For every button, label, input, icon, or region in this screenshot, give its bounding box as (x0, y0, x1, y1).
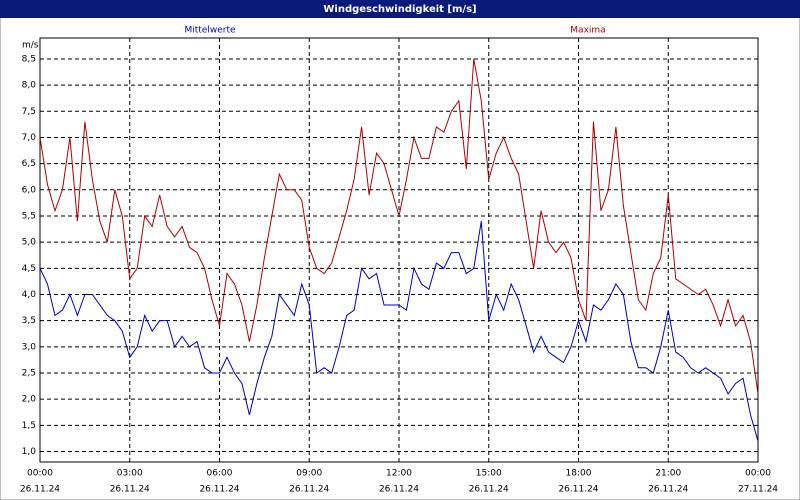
y-tick-label: 4,0 (22, 290, 37, 300)
x-tick-date: 26.11.24 (110, 485, 150, 495)
series-line (39, 58, 759, 395)
y-tick-label: 3,0 (22, 342, 37, 352)
y-tick-label: 6,0 (22, 185, 37, 195)
y-tick-label: 8,0 (22, 81, 37, 91)
series-line (39, 221, 759, 442)
y-tick-label: 2,5 (22, 369, 36, 379)
title-bar (0, 0, 800, 18)
x-tick-label: 12:00 (386, 469, 412, 479)
y-tick-label: 1,0 (22, 447, 37, 457)
y-tick-label: 1,5 (22, 421, 36, 431)
y-tick-label: 8,5 (22, 54, 36, 64)
y-tick-label: 7,5 (22, 107, 36, 117)
y-tick-label: 4,5 (22, 264, 36, 274)
y-tick-label: 6,5 (22, 159, 36, 169)
y-axis-label: m/s (22, 41, 39, 51)
y-tick-label: 3,5 (22, 316, 36, 326)
x-tick-date: 26.11.24 (379, 485, 419, 495)
x-tick-label: 00:00 (745, 469, 771, 479)
x-tick-date: 26.11.24 (558, 485, 598, 495)
x-tick-label: 00:00 (27, 469, 53, 479)
x-tick-date: 26.11.24 (199, 485, 239, 495)
x-tick-date: 26.11.24 (20, 485, 60, 495)
y-tick-label: 2,0 (22, 395, 37, 405)
x-tick-date: 26.11.24 (648, 485, 688, 495)
x-tick-date: 26.11.24 (289, 485, 329, 495)
y-tick-label: 7,0 (22, 133, 37, 143)
x-tick-label: 03:00 (117, 469, 143, 479)
legend-label: Maxima (570, 26, 605, 36)
x-tick-label: 09:00 (296, 469, 322, 479)
x-tick-label: 15:00 (476, 469, 502, 479)
x-tick-date: 27.11.24 (738, 485, 778, 495)
x-tick-label: 18:00 (566, 469, 592, 479)
legend-label: Mittelwerte (184, 26, 235, 36)
x-tick-label: 06:00 (207, 469, 233, 479)
chart-title: Windgeschwindigkeit [m/s] (323, 4, 476, 15)
y-tick-label: 5,0 (22, 238, 37, 248)
y-tick-label: 5,5 (22, 211, 36, 221)
x-tick-date: 26.11.24 (469, 485, 509, 495)
x-tick-label: 21:00 (655, 469, 681, 479)
